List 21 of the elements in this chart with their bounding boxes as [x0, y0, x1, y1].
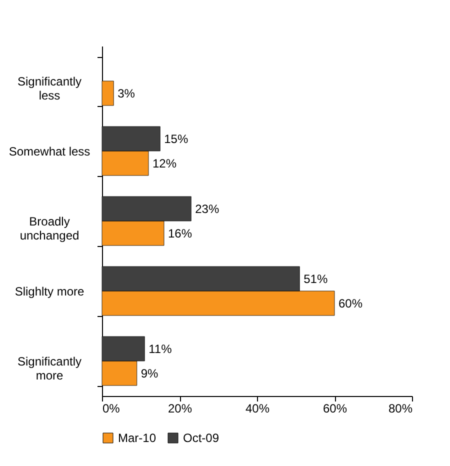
x-tick-label: 80% — [388, 402, 413, 416]
y-tick-label: Somewhat less — [8, 144, 90, 158]
data-label: 15% — [164, 132, 188, 146]
x-tick-label: 0% — [102, 402, 120, 416]
y-tick-label: Significantly less — [17, 74, 82, 102]
legend-label: Oct-09 — [183, 431, 220, 445]
data-label: 23% — [195, 202, 220, 216]
x-tick-label: 40% — [245, 402, 270, 416]
legend-label: Mar-10 — [118, 431, 156, 445]
data-label: 9% — [140, 366, 159, 380]
data-label: 12% — [152, 156, 177, 170]
data-label: 51% — [304, 272, 328, 286]
data-label: 3% — [118, 86, 136, 100]
x-tick-label: 20% — [168, 402, 192, 416]
y-tick-label: Slighlty more — [14, 284, 85, 298]
data-label: 16% — [168, 226, 192, 240]
data-label: 60% — [338, 296, 363, 310]
data-label: 11% — [148, 342, 172, 356]
x-tick-label: 60% — [322, 402, 348, 416]
y-tick-label: Significantly more — [17, 354, 82, 382]
y-tick-label: Broadly unchanged — [20, 214, 80, 242]
